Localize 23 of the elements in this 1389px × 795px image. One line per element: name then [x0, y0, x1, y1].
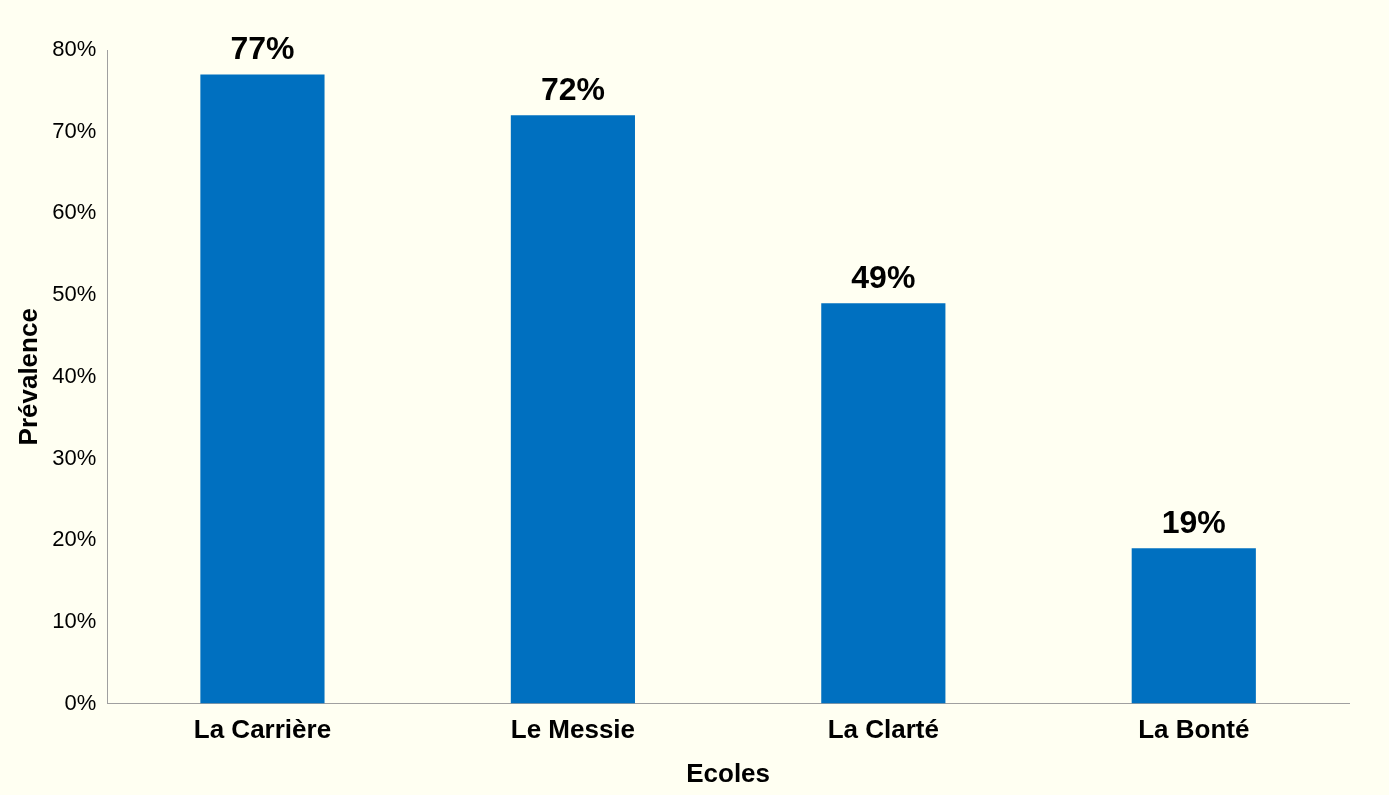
x-tick-label: Le Messie [510, 714, 636, 745]
data-label: 77% [230, 30, 295, 67]
y-tick-label: 30% [52, 444, 97, 470]
data-label: 72% [540, 71, 605, 108]
bar [1131, 548, 1256, 704]
x-tick-label: La Bonté [1138, 714, 1250, 745]
x-tick-label: La Clarté [827, 714, 939, 745]
y-tick-label: 20% [52, 526, 97, 552]
x-axis-title: Ecoles [686, 757, 771, 788]
data-label: 19% [1161, 504, 1226, 541]
y-axis-title: Prévalence [12, 308, 43, 446]
y-tick-label: 40% [52, 362, 97, 388]
x-tick-label: La Carrière [193, 714, 332, 745]
y-tick-label: 50% [52, 281, 97, 307]
bar [510, 115, 635, 704]
y-tick-label: 10% [52, 607, 97, 633]
y-tick-label: 60% [52, 199, 97, 225]
bar [821, 303, 946, 704]
y-tick-label: 80% [52, 36, 97, 62]
bar [200, 74, 325, 704]
data-label: 49% [851, 259, 916, 296]
y-tick-label: 70% [52, 117, 97, 143]
y-tick-label: 0% [64, 689, 97, 715]
